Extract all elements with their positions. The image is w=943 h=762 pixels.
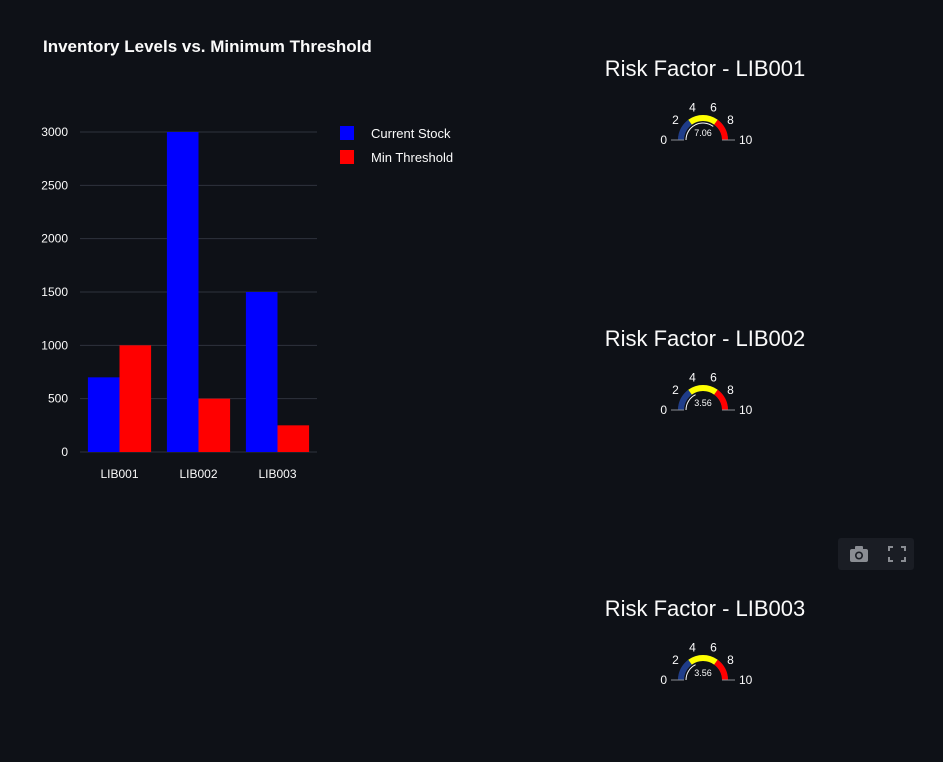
bar-lib003-current-stock[interactable]: [245, 292, 278, 452]
y-tick-label: 2000: [41, 232, 68, 246]
gauge-value-bar: [685, 122, 714, 141]
bar-lib001-min-threshold[interactable]: [119, 345, 152, 452]
y-tick-label: 1500: [41, 285, 68, 299]
gauge-band: [678, 389, 693, 411]
gauge-band: [688, 655, 718, 665]
bar-lib002-current-stock[interactable]: [166, 132, 199, 452]
gauge-value-label: 7.06: [694, 128, 712, 138]
gauge-tick-label: 8: [727, 653, 734, 667]
y-tick-label: 0: [61, 445, 68, 459]
risk-gauge-lib001: 024 68 10 7.06: [660, 101, 753, 147]
inventory-bar-chart: Inventory Levels vs. Minimum Threshold 0…: [41, 37, 453, 481]
gauge-value-bar: [685, 664, 696, 681]
bar-lib003-min-threshold[interactable]: [277, 425, 310, 452]
legend-label[interactable]: Current Stock: [371, 126, 451, 141]
gauge-value-label: 3.56: [694, 398, 712, 408]
risk-gauge-lib002: 024 68 10 3.56: [660, 371, 753, 417]
legend-label[interactable]: Min Threshold: [371, 150, 453, 165]
gauge-panel-lib001: Risk Factor - LIB001 0 2 4 6 8 10 7.06: [560, 56, 850, 206]
y-tick-label: 500: [48, 392, 68, 406]
gauge-band: [678, 119, 693, 141]
gauge-tick-label: 2: [672, 113, 679, 127]
bar-lib002-min-threshold[interactable]: [198, 398, 231, 452]
gauge-title: Risk Factor - LIB003: [604, 596, 806, 621]
gauge-band: [713, 119, 728, 141]
gauge-tick-label: 4: [689, 101, 696, 115]
gauge-panel-lib003: Risk Factor - LIB003 0 2 4 6 8 10 3.56: [560, 596, 850, 746]
y-tick-label: 1000: [41, 338, 68, 352]
gauge-title: Risk Factor - LIB001: [604, 56, 806, 81]
y-tick-label: 3000: [41, 125, 68, 139]
gauge-tick-label: 6: [710, 101, 717, 115]
y-tick-label: 2500: [41, 178, 68, 192]
gauge-tick-label: 6: [710, 641, 717, 655]
legend-swatch[interactable]: [340, 126, 354, 140]
gauge-tick-label: 8: [727, 113, 734, 127]
chart-toolbar: [838, 538, 914, 570]
risk-gauge-lib003: 024 68 10 3.56: [660, 641, 753, 687]
gauge-tick-label: 0: [660, 403, 667, 417]
gauge-tick-label: 4: [689, 371, 696, 385]
gauge-tick-label: 0: [660, 673, 667, 687]
gauge-title: Risk Factor - LIB002: [604, 326, 806, 351]
gauge-tick-label: 10: [739, 403, 753, 417]
gauge-tick-label: 8: [727, 383, 734, 397]
x-tick-label: LIB003: [258, 467, 296, 481]
gauge-tick-label: 2: [672, 653, 679, 667]
gauge-tick-label: 2: [672, 383, 679, 397]
gauge-value-label: 3.56: [694, 668, 712, 678]
gauge-tick-label: 0: [660, 133, 667, 147]
x-tick-label: LIB002: [179, 467, 217, 481]
gauge-tick-label: 10: [739, 673, 753, 687]
gauge-band: [688, 115, 718, 125]
gauge-value-bar: [685, 394, 696, 411]
legend-swatch[interactable]: [340, 150, 354, 164]
gauge-panel-lib002: Risk Factor - LIB002 0 2 4 6 8 10 3.56: [560, 326, 850, 476]
gauge-band: [688, 385, 718, 395]
gauge-tick-label: 6: [710, 371, 717, 385]
fullscreen-icon[interactable]: [886, 544, 908, 564]
x-tick-label: LIB001: [100, 467, 138, 481]
gauge-tick-label: 4: [689, 641, 696, 655]
camera-icon[interactable]: [848, 544, 870, 564]
gauge-tick-label: 10: [739, 133, 753, 147]
gauge-band: [713, 659, 728, 681]
bar-lib001-current-stock[interactable]: [87, 377, 120, 452]
gauge-band: [713, 389, 728, 411]
chart-title: Inventory Levels vs. Minimum Threshold: [43, 37, 372, 56]
gauge-band: [678, 659, 693, 681]
